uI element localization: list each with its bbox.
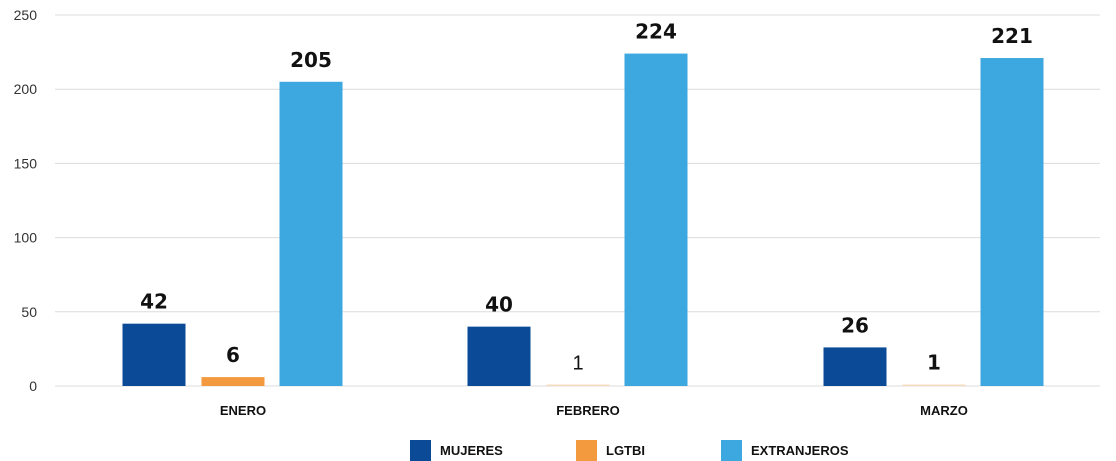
x-tick-label-febrero: FEBRERO bbox=[556, 403, 620, 418]
bar-lgtbi-enero bbox=[201, 377, 265, 386]
legend-label-mujeres: MUJERES bbox=[440, 443, 503, 458]
data-label-lgtbi-febrero: 1 bbox=[572, 353, 583, 375]
data-label-extranjeros-febrero: 224 bbox=[635, 20, 677, 44]
legend-swatch-lgtbi bbox=[576, 440, 597, 461]
bar-extranjeros-febrero bbox=[624, 53, 688, 387]
x-tick-label-marzo: MARZO bbox=[920, 403, 968, 418]
legend: MUJERES LGTBI EXTRANJEROS bbox=[410, 440, 849, 461]
y-axis-ticks: 0 50 100 150 200 250 bbox=[14, 7, 38, 394]
gridlines bbox=[55, 14, 1100, 387]
y-tick-label-100: 100 bbox=[14, 230, 38, 246]
bar-mujeres-marzo bbox=[823, 347, 887, 386]
bar-mujeres-febrero bbox=[467, 326, 531, 386]
x-tick-label-enero: ENERO bbox=[220, 403, 266, 418]
data-label-extranjeros-marzo: 221 bbox=[991, 24, 1033, 48]
y-tick-label-250: 250 bbox=[14, 7, 38, 23]
y-tick-label-150: 150 bbox=[14, 155, 38, 171]
x-axis-ticks: ENERO FEBRERO MARZO bbox=[220, 403, 968, 418]
data-label-mujeres-enero: 42 bbox=[140, 290, 168, 314]
bar-lgtbi-marzo bbox=[902, 384, 966, 386]
data-label-lgtbi-enero: 6 bbox=[226, 343, 240, 367]
bar-lgtbi-febrero bbox=[546, 384, 610, 386]
legend-swatch-extranjeros bbox=[721, 440, 742, 461]
bar-extranjeros-enero bbox=[279, 81, 343, 386]
data-label-mujeres-marzo: 26 bbox=[841, 313, 869, 337]
bars bbox=[122, 53, 1044, 387]
data-label-extranjeros-enero: 205 bbox=[290, 48, 332, 72]
y-tick-label-50: 50 bbox=[21, 304, 37, 320]
y-tick-label-200: 200 bbox=[14, 81, 38, 97]
legend-label-extranjeros: EXTRANJEROS bbox=[751, 443, 849, 458]
data-label-lgtbi-marzo: 1 bbox=[927, 351, 941, 375]
data-labels: 42 40 26 6 1 1 205 224 221 bbox=[140, 20, 1033, 375]
legend-label-lgtbi: LGTBI bbox=[606, 443, 645, 458]
data-label-mujeres-febrero: 40 bbox=[485, 293, 513, 317]
legend-swatch-mujeres bbox=[410, 440, 431, 461]
bar-mujeres-enero bbox=[122, 323, 186, 386]
y-tick-label-0: 0 bbox=[29, 378, 37, 394]
bar-extranjeros-marzo bbox=[980, 58, 1044, 386]
